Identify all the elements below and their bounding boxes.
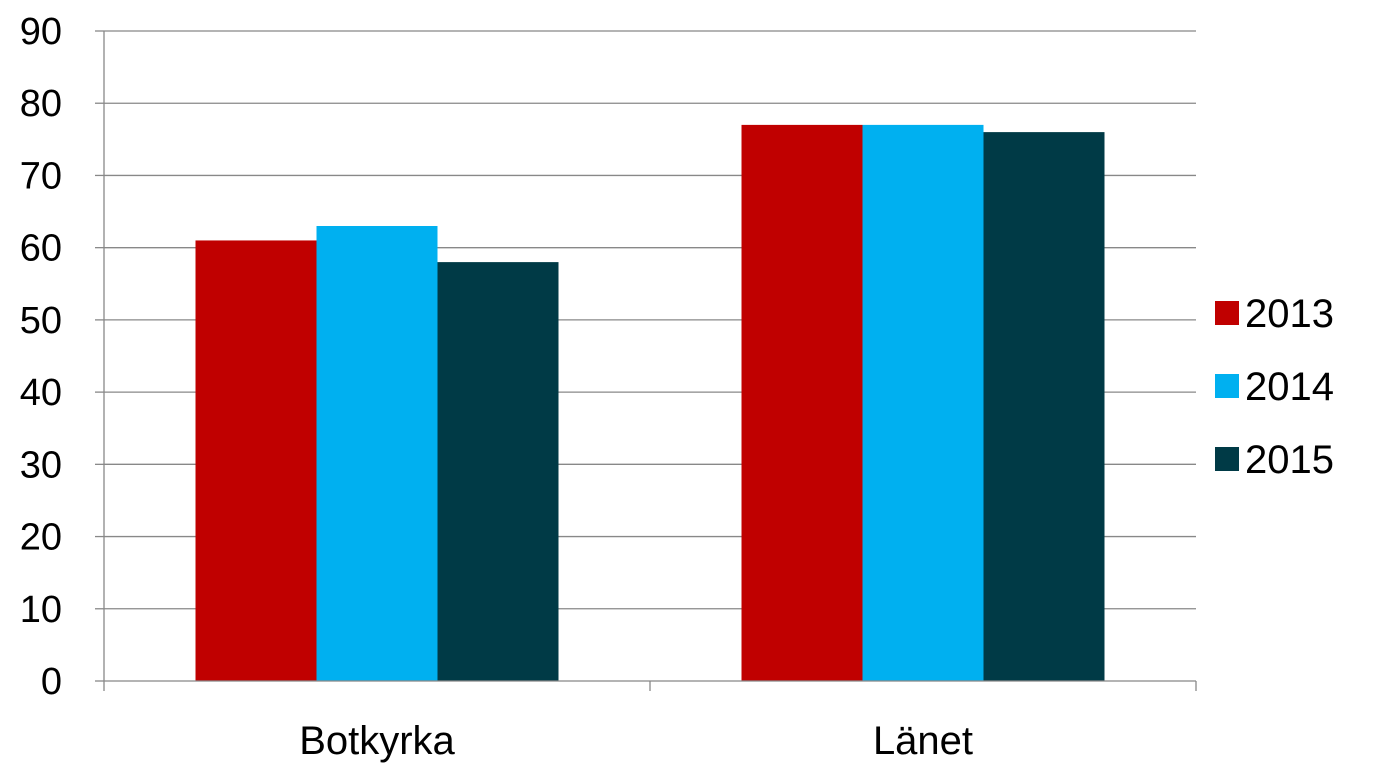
x-category-label: Botkyrka [299, 719, 455, 763]
bar-2013-botkyrka [195, 240, 317, 681]
y-tick-label: 10 [20, 589, 62, 631]
y-tick-label: 30 [20, 444, 62, 486]
y-tick-label: 60 [20, 228, 62, 270]
legend-label: 2014 [1245, 365, 1334, 409]
legend-swatch-2014 [1215, 374, 1239, 398]
y-tick-label: 0 [41, 661, 62, 703]
y-tick-label: 70 [20, 155, 62, 197]
bar-2014-länet [862, 124, 984, 681]
legend-label: 2015 [1245, 438, 1334, 482]
bar-2013-länet [741, 124, 863, 681]
legend-label: 2013 [1245, 292, 1334, 336]
x-category-labels: Botkyrka Länet [299, 719, 973, 763]
y-tick-label: 80 [20, 83, 62, 125]
legend-swatch-2015 [1215, 447, 1239, 471]
bar-2014-botkyrka [316, 226, 438, 681]
y-tick-labels: 0 10 20 30 40 50 60 70 80 90 [20, 11, 62, 703]
y-tick-label: 20 [20, 517, 62, 559]
bar-2015-länet [983, 132, 1105, 682]
bar-2015-botkyrka [437, 262, 559, 681]
axes [95, 30, 1197, 691]
bars [195, 124, 1105, 682]
legend-swatch-2013 [1215, 301, 1239, 325]
y-tick-label: 50 [20, 300, 62, 342]
legend: 2013 2014 2015 [1215, 292, 1334, 482]
x-category-label: Länet [873, 719, 973, 763]
y-tick-label: 40 [20, 372, 62, 414]
y-tick-label: 90 [20, 11, 62, 53]
